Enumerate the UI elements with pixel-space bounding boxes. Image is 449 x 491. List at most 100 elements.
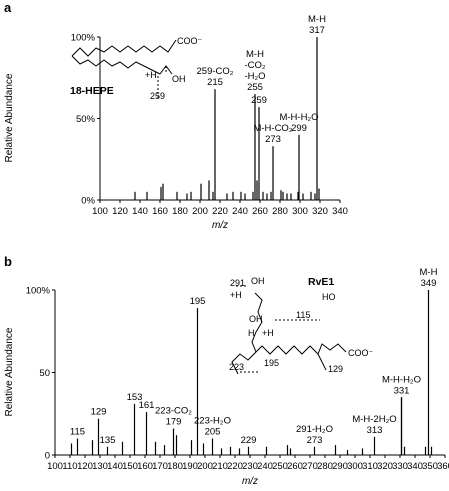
panel-a-x-tick-label: 160 — [152, 206, 168, 217]
rve1-hydrogen-label: H — [248, 328, 255, 338]
panel-b-peak-label: 129 — [91, 407, 107, 418]
panel-b-x-tick-label: 190 — [182, 461, 198, 472]
panel-a-peak-label: M-H-CO₂ — [253, 123, 292, 134]
panel-a-x-tick-label: 200 — [192, 206, 208, 217]
panel-b-peak-label: 135 — [100, 435, 116, 446]
panel-b-x-tick-label: 280 — [317, 461, 333, 472]
panel-a-y-tick-label: 50% — [76, 114, 96, 125]
panel-b-peak-label: 229 — [241, 435, 257, 446]
panel-b-peak-label: M-H — [420, 267, 438, 278]
rve1-fragment-115-label: 115 — [296, 310, 310, 320]
panel-a-compound-name: 18-HEPE — [70, 85, 114, 97]
panel-b-x-tick-label: 180 — [167, 461, 183, 472]
panel-a-y-tick-label: 0% — [81, 196, 95, 207]
panel-a-peak-label: M-H — [246, 49, 264, 60]
panel-b-x-tick-label: 150 — [122, 461, 138, 472]
panel-b-peak-label: 179 — [166, 417, 182, 428]
panel-a-peak-label: M-H-H₂O — [279, 112, 318, 123]
panel-b-peak-label: M-H-H₂O — [382, 374, 421, 385]
panel-b-peak-label: 195 — [190, 296, 206, 307]
panel-b-x-tick-label: 290 — [332, 461, 348, 472]
panel-b-letter: b — [4, 254, 12, 269]
panel-b-peak-label: 273 — [307, 435, 323, 446]
panel-a-x-tick-label: 240 — [232, 206, 248, 217]
panel-a-peak-label: -H₂O — [244, 71, 265, 82]
panel-a-x-tick-label: 120 — [112, 206, 128, 217]
panel-a-x-tick-label: 140 — [132, 206, 148, 217]
panel-a-peak-label: -CO₂ — [244, 60, 265, 71]
rve1-structure — [231, 285, 347, 375]
panel-b-x-tick-label: 130 — [92, 461, 108, 472]
panel-a-x-tick-label: 340 — [332, 206, 348, 217]
panel-b-peak-label: 313 — [367, 425, 383, 436]
panel-a-peak-label: 259 — [251, 95, 267, 106]
panel-b-x-tick-label: 300 — [347, 461, 363, 472]
panel-a-letter: a — [4, 0, 12, 15]
panel-a-x-tick-label: 260 — [252, 206, 268, 217]
rve1-hydroxyl-label-3: OH — [249, 314, 263, 324]
panel-b-x-tick-label: 230 — [242, 461, 258, 472]
panel-b-x-tick-label: 140 — [107, 461, 123, 472]
panel-b-peak-label: M-H-2H₂O — [352, 414, 396, 425]
panel-b-x-tick-label: 320 — [377, 461, 393, 472]
rve1-carboxylate-label: COO⁻ — [348, 348, 374, 358]
panel-a-x-tick-label: 280 — [272, 206, 288, 217]
panel-b-y-tick-label: 0 — [45, 451, 50, 462]
panel-b-x-tick-label: 210 — [212, 461, 228, 472]
panel-b-x-tick-label: 350 — [422, 461, 438, 472]
panel-b-x-tick-label: 170 — [152, 461, 168, 472]
panel-b-x-tick-label: 120 — [77, 461, 93, 472]
panel-a-peak-label: 317 — [309, 25, 325, 36]
panel-b-y-axis-title: Relative Abundance — [4, 327, 15, 416]
panel-a: a COO⁻ +H OH 259 18-HEPE — [4, 0, 340, 201]
hepe-hydroxyl-label: OH — [172, 74, 186, 84]
panel-b-y-tick-label: 50 — [39, 368, 50, 379]
panel-b-peak-label: 349 — [421, 278, 437, 289]
panel-a-peak-label: 259-CO₂ — [197, 66, 234, 77]
panel-b-x-tick-label: 220 — [227, 461, 243, 472]
panel-b-x-tick-label: 100 — [47, 461, 63, 472]
panel-b-x-tick-label: 110 — [62, 461, 77, 472]
panel-b-x-tick-label: 250 — [272, 461, 288, 472]
panel-b-peak-label: 115 — [70, 427, 85, 438]
hepe-protonation-label: +H — [145, 70, 157, 80]
chart-marks: 100 120 140 160 180 200 220 240 260 280 300 320 340 0… — [4, 14, 449, 487]
panel-b-y-tick-label: 100% — [26, 286, 51, 297]
panel-a-peak-label: 273 — [265, 134, 281, 145]
panel-b-x-tick-label: 360 — [437, 461, 449, 472]
panel-b-x-tick-label: 270 — [302, 461, 318, 472]
panel-b-compound-name: RvE1 — [308, 276, 334, 288]
panel-b-x-tick-label: 330 — [392, 461, 408, 472]
panel-b-x-axis-title: m/z — [242, 476, 258, 487]
panel-b-peak-label: 223-CO₂ — [155, 406, 192, 417]
panel-b-x-tick-label: 200 — [197, 461, 213, 472]
rve1-hydroxyl-label-1: OH — [251, 276, 265, 286]
panel-a-peak-label: 215 — [207, 77, 223, 88]
rve1-fragment-129-label: 129 — [328, 364, 343, 374]
panel-b-peak-label: 291-H₂O — [296, 424, 333, 435]
panel-b: b 291 +H OH HO 115 OH H +H 223 195 COO⁻ … — [4, 254, 445, 456]
panel-a-x-tick-label: 100 — [92, 206, 108, 217]
panel-a-peak-label: 299 — [291, 123, 307, 134]
panel-b-peak-label: 161 — [139, 400, 155, 411]
rve1-fragment-223-label: 223 — [229, 362, 244, 372]
panel-b-peak-label: 153 — [127, 392, 143, 403]
panel-b-peak-label: 331 — [394, 385, 410, 396]
rve1-fragment-195-label: 195 — [264, 358, 279, 368]
18-hepe-structure — [71, 39, 177, 98]
panel-a-peak-label: M-H — [308, 14, 326, 25]
panel-b-peak-label: 223-H₂O — [194, 416, 231, 427]
rve1-protonation-label-1: +H — [230, 290, 242, 300]
panel-b-peak-label: 205 — [205, 427, 221, 438]
panel-a-x-tick-label: 320 — [312, 206, 328, 217]
panel-a-peak-label: 255 — [247, 82, 263, 93]
panel-b-x-tick-label: 160 — [137, 461, 153, 472]
hepe-fragment-label: 259 — [150, 91, 165, 101]
rve1-fragment-291-label: 291 — [230, 278, 245, 288]
hepe-carboxylate-label: COO⁻ — [177, 36, 203, 46]
panel-a-x-tick-label: 220 — [212, 206, 228, 217]
panel-a-y-axis-title: Relative Abundance — [4, 73, 15, 162]
panel-b-x-tick-label: 240 — [257, 461, 273, 472]
panel-b-x-tick-label: 260 — [287, 461, 303, 472]
panel-a-x-tick-label: 300 — [292, 206, 308, 217]
